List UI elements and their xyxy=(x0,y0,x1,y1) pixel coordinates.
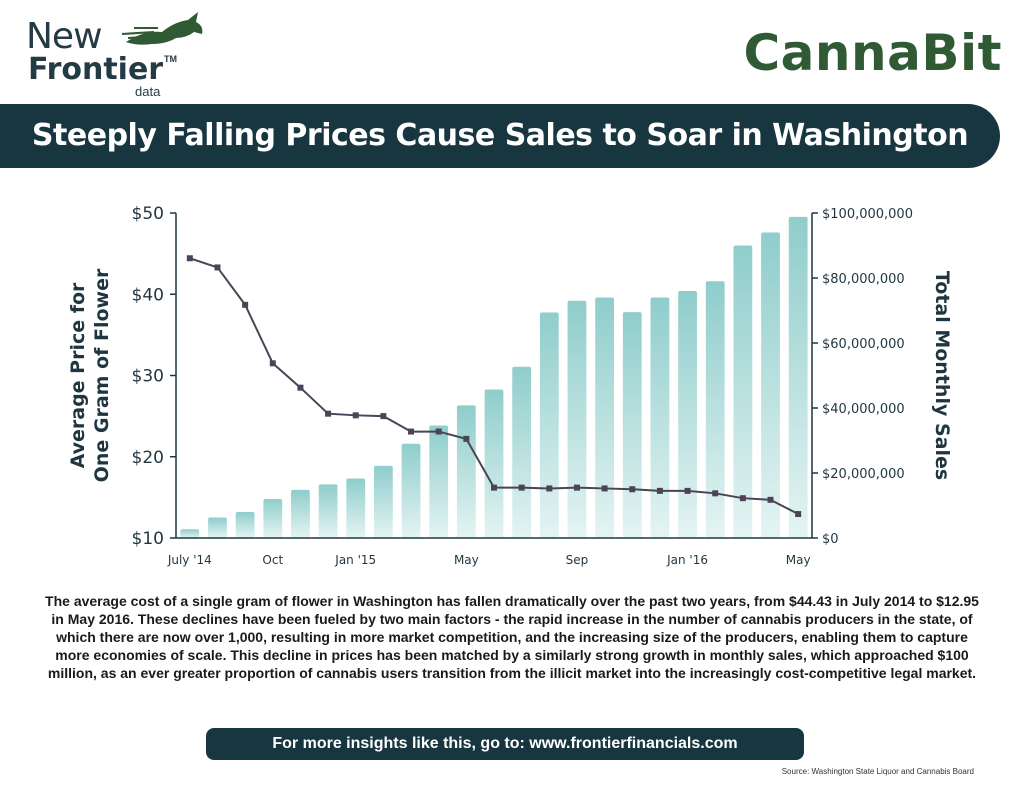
sales-bar xyxy=(235,512,255,538)
left-tick-label: $30 xyxy=(132,367,164,387)
price-point xyxy=(795,511,802,518)
logo-trademark: TM xyxy=(164,54,177,64)
new-frontier-data-logo: New Frontier TM data xyxy=(26,8,226,100)
right-tick-label: $0 xyxy=(822,532,839,547)
price-point xyxy=(601,485,608,492)
price-point xyxy=(242,301,249,308)
sales-bar xyxy=(456,405,476,538)
chart-title: Steeply Falling Prices Cause Sales to So… xyxy=(31,118,969,153)
sales-bar xyxy=(622,312,642,538)
sales-bar xyxy=(318,484,338,538)
left-tick-label: $20 xyxy=(132,448,164,468)
sales-bar xyxy=(733,245,753,538)
x-tick-label: Sep xyxy=(566,553,589,567)
sales-bar xyxy=(650,297,670,538)
right-axis-title: Total Monthly Sales xyxy=(931,271,953,480)
source-note: Source: Washington State Liquor and Cann… xyxy=(781,767,974,776)
sales-bar xyxy=(539,312,559,538)
price-point xyxy=(214,264,221,271)
description-text: The average cost of a single gram of flo… xyxy=(45,593,979,681)
price-point xyxy=(408,428,415,435)
price-point xyxy=(684,487,691,494)
left-tick-label: $10 xyxy=(132,529,164,549)
price-point xyxy=(712,490,719,497)
logo-text-new: New xyxy=(26,16,103,57)
price-point xyxy=(380,413,387,420)
insights-link-banner[interactable]: For more insights like this, go to: www.… xyxy=(206,728,804,760)
price-point xyxy=(491,484,497,491)
right-tick-label: $20,000,000 xyxy=(822,467,905,482)
title-bar: Steeply Falling Prices Cause Sales to So… xyxy=(0,104,1000,168)
x-tick-label: Oct xyxy=(262,553,283,567)
x-tick-label: May xyxy=(454,553,479,567)
sales-bar xyxy=(567,300,587,538)
sales-price-chart: $10 $20 $30 $40 $50 $0 $20,000,000 $40,000,000 $… xyxy=(67,204,953,567)
sales-bar xyxy=(484,389,504,538)
price-point xyxy=(186,255,193,262)
price-point xyxy=(463,435,470,442)
horse-icon xyxy=(121,12,203,45)
sales-bar xyxy=(678,291,697,538)
sales-bar xyxy=(595,297,615,538)
sales-bar xyxy=(788,216,808,538)
price-point xyxy=(573,484,580,491)
x-tick-label: July '14 xyxy=(167,553,212,567)
price-point xyxy=(297,384,304,391)
price-point xyxy=(767,496,774,503)
price-point xyxy=(546,485,553,492)
left-tick-label: $50 xyxy=(132,204,164,224)
x-tick-label: Jan '16 xyxy=(666,553,708,567)
sales-bar xyxy=(373,465,393,538)
price-point xyxy=(325,410,332,417)
price-point xyxy=(656,487,663,494)
sales-bar xyxy=(429,425,449,538)
sales-bar xyxy=(180,529,200,538)
price-point xyxy=(269,360,276,367)
right-tick-label: $40,000,000 xyxy=(822,402,905,417)
sales-bar xyxy=(208,517,227,538)
price-point xyxy=(518,484,525,491)
sales-bar xyxy=(263,499,283,538)
left-tick-label: $40 xyxy=(132,285,164,305)
price-point xyxy=(739,495,746,502)
sales-bar xyxy=(346,478,366,538)
left-axis-title: Average Price for One Gram of Flower xyxy=(67,268,113,482)
right-tick-label: $60,000,000 xyxy=(822,337,905,352)
logo-text-data: data xyxy=(135,84,161,99)
x-tick-label: May xyxy=(786,553,811,567)
x-tick-label: Jan '15 xyxy=(334,553,376,567)
sales-bar xyxy=(291,489,310,538)
sales-bar xyxy=(401,443,421,538)
cannabit-logo: CannaBit xyxy=(743,24,1002,82)
price-point xyxy=(629,486,636,493)
logo-text-frontier: Frontier xyxy=(28,52,164,87)
right-tick-label: $80,000,000 xyxy=(822,272,905,287)
right-tick-label: $100,000,000 xyxy=(822,207,913,222)
sales-bar xyxy=(705,281,725,538)
sales-bar xyxy=(761,232,780,538)
insights-link-text[interactable]: For more insights like this, go to: www.… xyxy=(272,735,738,752)
price-point xyxy=(352,412,359,419)
price-point xyxy=(435,428,442,435)
sales-bar xyxy=(512,366,532,538)
